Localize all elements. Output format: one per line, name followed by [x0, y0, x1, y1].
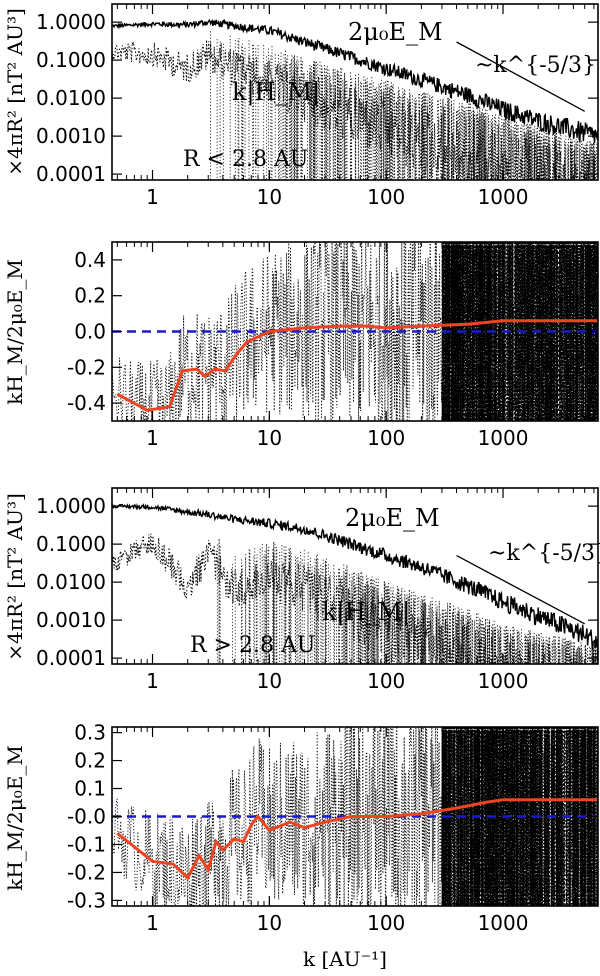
- p1-xtick-label: 1: [146, 185, 159, 209]
- p2-ylabel: kH_M/2μ₀E_M: [3, 259, 27, 405]
- p1-ytick-label: 0.0100: [36, 86, 106, 110]
- p4-ytick-label: -0.2: [67, 860, 106, 884]
- p3-region-label: R > 2.8 AU: [190, 633, 315, 658]
- p1-region-label: R < 2.8 AU: [183, 147, 308, 172]
- p4-dotted-layer: [112, 727, 598, 906]
- p2-xtick-label: 10: [257, 426, 282, 450]
- p2-dotted-layer: [112, 242, 598, 421]
- p4-ytick-label: 0.1: [74, 777, 106, 801]
- p3-xtick-label: 10: [257, 669, 282, 693]
- p1-frame: [111, 3, 599, 181]
- panel-bottom-spectrum-outer: 2μ₀E_M ~k^{-5/3} k|H_M| R > 2.8 AU: [112, 503, 600, 664]
- p2-ratio-series: [116, 319, 598, 412]
- p2-ytick-label: 0.0: [74, 320, 106, 344]
- p1-xtick-label: 100: [367, 185, 405, 209]
- p1-ytick-label: 0.0001: [36, 162, 106, 186]
- p1-ytick-label: 1.0000: [36, 10, 106, 34]
- p2-ytick-label: -0.4: [67, 391, 106, 415]
- p2-xtick-label: 100: [367, 426, 405, 450]
- p1-helicity-series: [112, 39, 598, 180]
- p4-ratio-series: [116, 798, 598, 881]
- p1-helicity-label: k|H_M|: [232, 78, 320, 107]
- p4-ylabel: kH_M/2μ₀E_M: [3, 745, 27, 891]
- p1-ytick-label: 0.1000: [36, 48, 106, 72]
- p3-slope-reference-line: [456, 554, 585, 625]
- p3-ytick-label: 0.0010: [36, 608, 106, 632]
- p1-ytick-label: 0.0010: [36, 124, 106, 148]
- p2-xtick-label: 1: [146, 426, 159, 450]
- p1-slope-label: ~k^{-5/3}: [475, 53, 596, 78]
- p3-helicity-series: [112, 533, 598, 664]
- p3-energy-series: [112, 503, 598, 651]
- p4-ytick-label: -0.1: [67, 832, 106, 856]
- axes-layer: 1 10 100 10001.00000.10000.01000.00100.0001…: [36, 3, 599, 935]
- x-axis-label: k [AU⁻¹]: [303, 947, 387, 971]
- p3-ytick-label: 0.0001: [36, 646, 106, 670]
- p3-slope-label: ~k^{-5/3}: [488, 541, 600, 566]
- p4-ytick-label: 0.2: [74, 749, 106, 773]
- p3-ytick-label: 1.0000: [36, 494, 106, 518]
- p3-xtick-label: 1000: [478, 669, 529, 693]
- p4-xtick-label: 10: [257, 911, 282, 935]
- p1-slope-reference-line: [456, 41, 585, 112]
- p3-energy-label: 2μ₀E_M: [345, 504, 440, 532]
- p1-ylabel: ×4πR² [nT² AU³]: [3, 8, 27, 176]
- p3-xtick-label: 100: [367, 669, 405, 693]
- p3-ylabel: ×4πR² [nT² AU³]: [3, 493, 27, 661]
- p3-frame: [111, 487, 599, 665]
- p4-xtick-label: 1000: [478, 911, 529, 935]
- p2-xtick-label: 1000: [478, 426, 529, 450]
- p4-xtick-label: 1: [146, 911, 159, 935]
- p3-ytick-label: 0.1000: [36, 532, 106, 556]
- p4-xtick-label: 100: [367, 911, 405, 935]
- p2-ytick-label: 0.4: [74, 248, 106, 272]
- p3-ytick-label: 0.0100: [36, 570, 106, 594]
- p3-xtick-label: 1: [146, 669, 159, 693]
- p4-ytick-label: 0.3: [74, 721, 106, 745]
- p1-dotted-helicity-layer: [210, 31, 598, 180]
- p1-energy-series: [112, 18, 598, 144]
- p2-ytick-label: -0.2: [67, 355, 106, 379]
- p1-xtick-label: 10: [257, 185, 282, 209]
- p2-ytick-label: 0.2: [74, 284, 106, 308]
- p4-ytick-label: -0.3: [67, 888, 106, 912]
- p3-helicity-label: k|H_M|: [322, 598, 410, 627]
- panel-bottom-ratio-outer: [112, 727, 598, 906]
- p1-xtick-label: 1000: [478, 185, 529, 209]
- panel-top-ratio-inner: [112, 242, 598, 421]
- p1-energy-label: 2μ₀E_M: [348, 18, 443, 46]
- panel-top-spectrum-inner: 2μ₀E_M ~k^{-5/3} k|H_M| R < 2.8 AU: [112, 18, 598, 180]
- p4-ytick-label: -0.0: [67, 805, 106, 829]
